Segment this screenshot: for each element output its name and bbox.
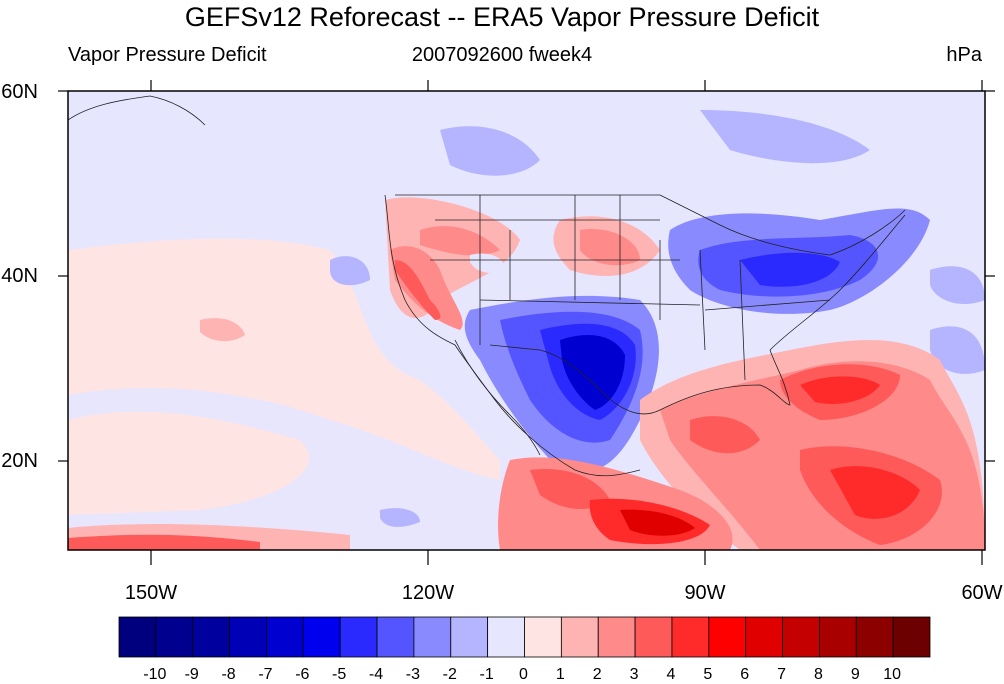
colorbar-tick-label: -6 (295, 666, 310, 683)
lat-label-20n: 20N (1, 450, 38, 472)
colorbar-tick-label: -9 (184, 666, 199, 683)
colorbar-swatch (597, 616, 636, 658)
colorbar-swatch (819, 616, 857, 658)
colorbar-swatch (229, 616, 267, 658)
lon-label-120w: 120W (401, 582, 455, 604)
units-label: hPa (946, 44, 982, 66)
colorbar-tick-label: 9 (850, 666, 860, 683)
colorbar-swatch (745, 616, 783, 658)
colorbar-swatch (302, 616, 341, 658)
colorbar-swatch (155, 616, 194, 658)
variable-label: Vapor Pressure Deficit (68, 44, 267, 66)
colorbar-swatch (524, 616, 562, 658)
vpd-field (68, 91, 985, 550)
map-title: GEFSv12 Reforecast -- ERA5 Vapor Pressur… (184, 2, 820, 32)
lon-label-150w: 150W (124, 582, 178, 604)
colorbar-tick-label: -7 (258, 666, 273, 683)
colorbar-tick-label: -10 (143, 666, 167, 683)
colorbar-swatch (450, 616, 489, 658)
colorbar-tick-label: 1 (555, 666, 565, 683)
colorbar-tick-label: 8 (813, 666, 823, 683)
colorbar-tick-label: 0 (519, 666, 528, 683)
colorbar-tick-label: 6 (740, 666, 750, 683)
colorbar-swatch (560, 616, 599, 658)
colorbar-tick-label: -4 (368, 666, 384, 683)
colorbar-tick-label: 10 (883, 666, 902, 683)
colorbar-swatch (671, 616, 710, 658)
colorbar-swatch (192, 616, 230, 658)
colorbar-swatch (708, 616, 747, 658)
colorbar-tick-label: -3 (405, 666, 421, 683)
coastlines (68, 95, 906, 477)
colorbar (118, 616, 931, 658)
lat-label-40n: 40N (1, 265, 38, 287)
colorbar-swatch (892, 616, 931, 658)
colorbar-tick-label: -5 (332, 666, 347, 683)
colorbar-tick-label: -2 (442, 666, 457, 683)
colorbar-tick-label: -8 (221, 666, 236, 683)
colorbar-tick-label: -1 (479, 666, 494, 683)
colorbar-swatch (339, 616, 378, 658)
lon-label-90w: 90W (684, 582, 726, 604)
colorbar-swatch (634, 616, 673, 658)
colorbar-tick-label: 3 (629, 666, 639, 683)
colorbar-swatch (855, 616, 894, 658)
colorbar-swatch (782, 616, 820, 658)
lon-label-60w: 60W (961, 582, 1003, 604)
colorbar-swatch (118, 616, 157, 658)
colorbar-tick-label: 4 (666, 666, 676, 683)
axis-ticks (58, 80, 995, 565)
colorbar-swatch (487, 616, 525, 658)
map-frame (67, 90, 986, 551)
colorbar-swatch (266, 616, 304, 658)
colorbar-swatch (376, 616, 415, 658)
date-label: 2007092600 fweek4 (411, 44, 593, 66)
colorbar-tick-label: 2 (592, 666, 602, 683)
colorbar-swatch (413, 616, 452, 658)
colorbar-tick-label: 7 (777, 666, 786, 683)
colorbar-tick-label: 5 (703, 666, 713, 683)
lat-label-60n: 60N (1, 81, 38, 103)
